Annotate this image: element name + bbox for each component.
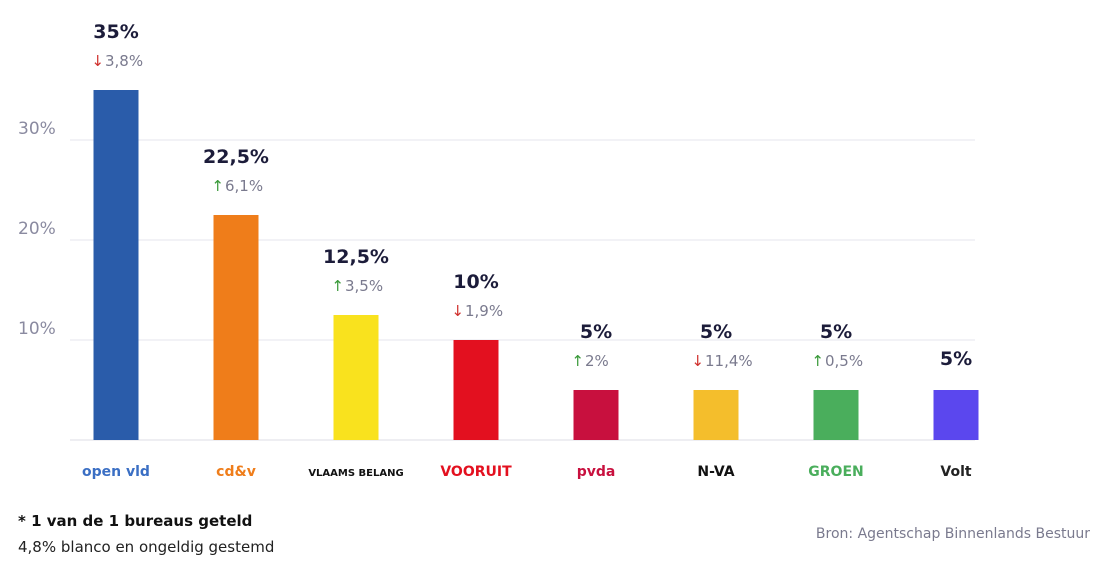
- arrow-up-icon: ↑: [211, 177, 224, 195]
- y-tick-label: 10%: [18, 319, 56, 339]
- y-tick-label: 20%: [18, 219, 56, 239]
- bar: [573, 390, 619, 440]
- value-label: 35%: [93, 21, 138, 43]
- party-logo-label: cd&v: [216, 464, 256, 480]
- bar: [933, 390, 979, 440]
- bar: [333, 315, 379, 440]
- change-label: 11,4%: [705, 352, 753, 370]
- counted-note: * 1 van de 1 bureaus geteld: [18, 512, 253, 530]
- party-logo-label: N-VA: [697, 464, 734, 480]
- arrow-up-icon: ↑: [571, 352, 584, 370]
- arrow-down-icon: ↓: [691, 352, 704, 370]
- bar: [453, 340, 499, 440]
- bar: [693, 390, 739, 440]
- arrow-down-icon: ↓: [451, 302, 464, 320]
- bar: [93, 90, 139, 440]
- party-logo-label: Volt: [940, 464, 971, 480]
- bar: [213, 215, 259, 440]
- value-label: 22,5%: [203, 146, 269, 168]
- change-label: 6,1%: [225, 177, 263, 195]
- party-logo-label: GROEN: [808, 464, 863, 480]
- change-label: 2%: [585, 352, 609, 370]
- value-label: 12,5%: [323, 246, 389, 268]
- value-label: 5%: [820, 321, 852, 343]
- party-logo-label: open vld: [82, 464, 150, 480]
- change-label: 3,5%: [345, 277, 383, 295]
- source-note: Bron: Agentschap Binnenlands Bestuur: [815, 526, 1090, 542]
- party-logo-label: VLAAMS BELANG: [308, 468, 403, 479]
- change-label: 1,9%: [465, 302, 503, 320]
- change-label: 0,5%: [825, 352, 863, 370]
- bar: [813, 390, 859, 440]
- value-label: 5%: [940, 348, 972, 370]
- change-label: 3,8%: [105, 52, 143, 70]
- y-tick-label: 30%: [18, 119, 56, 139]
- blanco-note: 4,8% blanco en ongeldig gestemd: [18, 538, 275, 556]
- value-label: 5%: [700, 321, 732, 343]
- arrow-up-icon: ↑: [811, 352, 824, 370]
- party-logo-label: VOORUIT: [440, 464, 512, 480]
- value-label: 10%: [453, 271, 498, 293]
- value-label: 5%: [580, 321, 612, 343]
- arrow-down-icon: ↓: [91, 52, 104, 70]
- party-logo-label: pvda: [577, 464, 616, 480]
- arrow-up-icon: ↑: [331, 277, 344, 295]
